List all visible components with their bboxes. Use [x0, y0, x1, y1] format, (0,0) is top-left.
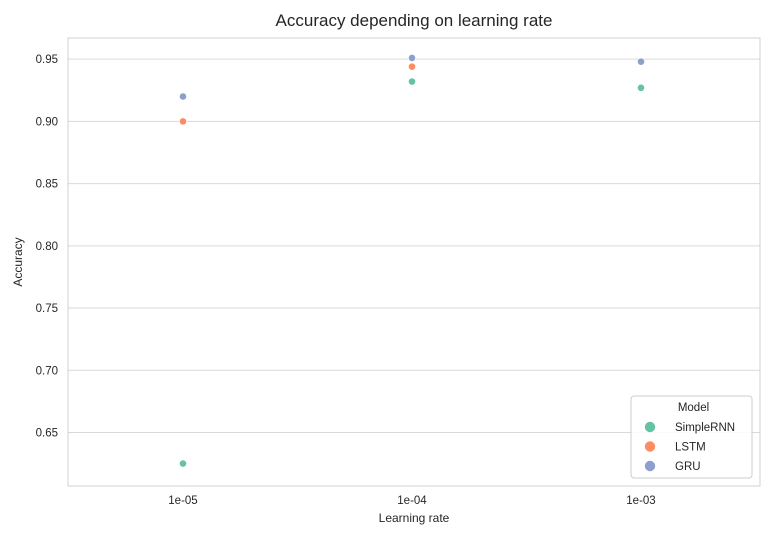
y-tick-label: 0.75	[36, 303, 58, 315]
data-point-lstm	[179, 117, 187, 126]
legend-marker-simplernn	[644, 421, 656, 433]
data-point-gru	[408, 54, 416, 62]
plot-area	[67, 37, 761, 487]
legend-marker-gru	[644, 460, 656, 472]
y-tick-label: 0.90	[36, 116, 58, 128]
chart-title: Accuracy depending on learning rate	[276, 11, 553, 30]
y-tick-label: 0.65	[36, 427, 58, 439]
legend: Model SimpleRNN LSTM GRU	[630, 395, 753, 479]
x-axis-ticks: 1e-05 1e-04 1e-03	[168, 495, 655, 507]
legend-label-lstm: LSTM	[675, 442, 706, 454]
x-axis-label: Learning rate	[379, 511, 450, 525]
data-point-simplernn	[408, 77, 416, 86]
data-points	[179, 54, 645, 468]
y-tick-label: 0.70	[36, 365, 58, 377]
y-tick-label: 0.80	[36, 241, 58, 253]
y-axis-label: Accuracy	[11, 237, 25, 286]
legend-box	[630, 395, 753, 479]
grid	[68, 58, 760, 433]
x-tick-label: 1e-05	[168, 495, 197, 507]
data-point-gru	[179, 92, 187, 101]
x-tick-label: 1e-03	[626, 495, 655, 507]
legend-title: Model	[678, 402, 709, 414]
legend-label-simplernn: SimpleRNN	[675, 422, 735, 434]
legend-label-gru: GRU	[675, 461, 701, 473]
data-point-simplernn	[179, 459, 187, 468]
data-point-gru	[637, 57, 645, 66]
x-tick-label: 1e-04	[397, 495, 427, 507]
data-point-simplernn	[637, 83, 645, 92]
data-point-lstm	[408, 62, 416, 71]
y-tick-label: 0.85	[36, 179, 58, 191]
y-axis-ticks: 0.65 0.70 0.75 0.80 0.85 0.90 0.95	[36, 54, 58, 439]
y-tick-label: 0.95	[36, 54, 58, 66]
legend-marker-lstm	[644, 441, 656, 452]
